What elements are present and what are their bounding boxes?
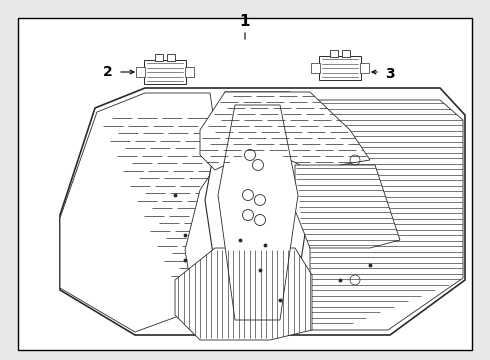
Bar	[311, 63, 320, 73]
Text: 1: 1	[240, 14, 250, 30]
Text: 2: 2	[103, 65, 113, 79]
Bar	[185, 67, 194, 77]
Text: 3: 3	[385, 67, 395, 81]
Bar	[319, 56, 361, 80]
Polygon shape	[60, 93, 220, 332]
Polygon shape	[218, 105, 298, 320]
Bar	[342, 50, 350, 57]
Bar	[155, 54, 163, 61]
Bar	[136, 67, 145, 77]
Bar	[330, 50, 338, 57]
Polygon shape	[295, 165, 400, 248]
Bar	[144, 60, 186, 84]
Bar	[167, 54, 175, 61]
Polygon shape	[200, 92, 370, 170]
Polygon shape	[280, 100, 463, 330]
Polygon shape	[205, 92, 310, 335]
Polygon shape	[60, 88, 465, 335]
Bar	[360, 63, 369, 73]
Polygon shape	[175, 248, 312, 340]
